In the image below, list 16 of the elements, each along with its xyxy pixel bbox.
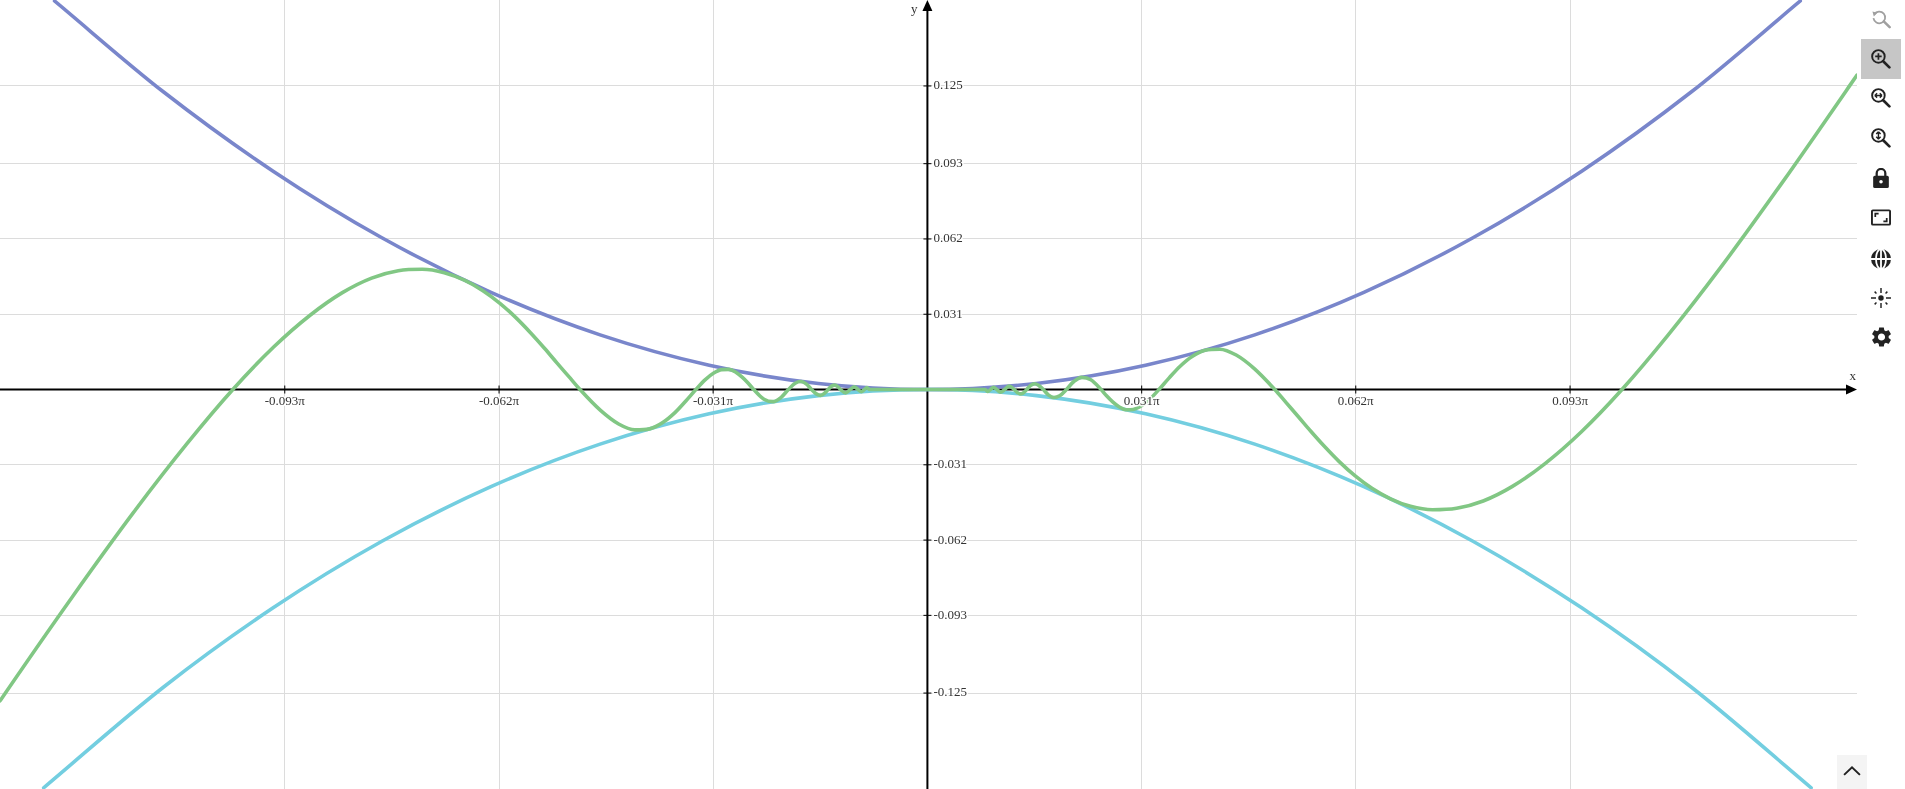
- line-series: [0, 73, 1857, 703]
- y-tick-label: 0.031: [933, 305, 963, 321]
- y-tick-label: 0.093: [933, 155, 963, 171]
- x-tick-label: 0.093π: [1552, 393, 1589, 409]
- y-tick-label: 0.125: [933, 77, 963, 93]
- y-tick-label: -0.093: [933, 606, 967, 622]
- y-axis-title: y: [910, 0, 918, 16]
- x-tick-label: -0.062π: [478, 393, 520, 409]
- y-tick-label: -0.125: [933, 684, 967, 700]
- x-tick-label: -0.093π: [264, 393, 306, 409]
- x-tick-label: 0.062π: [1337, 393, 1375, 409]
- y-tick-label: 0.062: [933, 230, 963, 246]
- x-axis-title: x: [1849, 368, 1857, 384]
- x-tick-label: -0.031π: [693, 393, 734, 409]
- y-tick-label: -0.062: [933, 531, 967, 547]
- y-tick-label: -0.031: [933, 456, 967, 472]
